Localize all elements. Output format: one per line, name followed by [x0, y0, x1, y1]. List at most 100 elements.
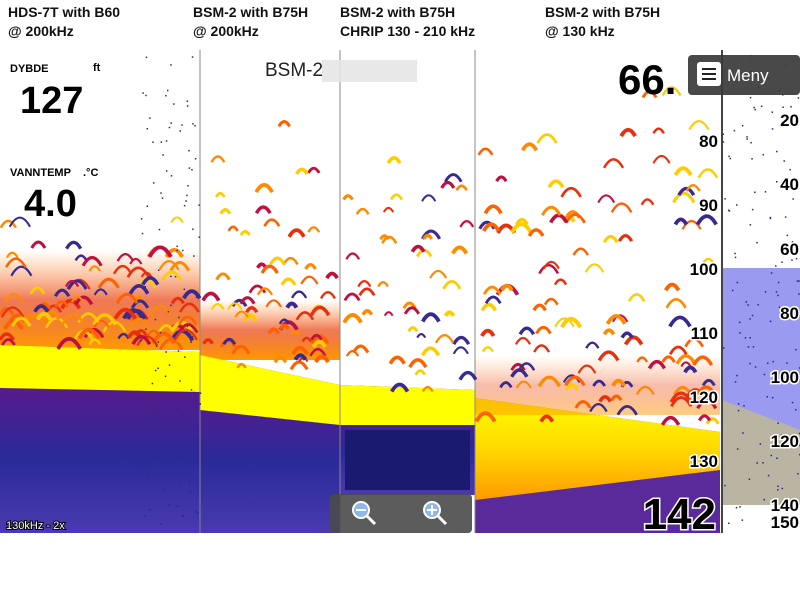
speckle — [154, 409, 157, 412]
speckle — [798, 280, 800, 282]
fish-arch — [278, 323, 291, 331]
fish-arch — [623, 335, 644, 346]
fish-arch — [304, 263, 317, 270]
panel-caption: @ 200kHz — [193, 23, 259, 39]
speckle — [148, 342, 151, 345]
speckle — [772, 360, 774, 363]
source-name: BSM-2 — [265, 60, 323, 81]
fish-arch — [535, 325, 552, 335]
speckle — [797, 97, 800, 99]
frequency-label: 130kHz - 2x — [6, 520, 65, 532]
zoom-out-button[interactable] — [352, 501, 377, 526]
fish-arches — [0, 55, 800, 525]
fish-arch — [560, 186, 582, 198]
fish-arch — [263, 218, 281, 227]
fish-arch — [355, 207, 370, 215]
fish-arch — [0, 338, 16, 346]
speckle — [179, 380, 181, 382]
fish-arch — [640, 198, 655, 206]
speckle — [154, 369, 157, 372]
speckle — [157, 367, 159, 370]
fish-arch — [345, 252, 361, 260]
panel-caption: @ 200kHz — [8, 23, 74, 39]
fish-arch — [93, 319, 110, 328]
scale-label: 120 — [690, 388, 718, 407]
fish-arch — [605, 314, 627, 325]
speckle — [191, 169, 193, 171]
speckle — [798, 367, 800, 369]
speckle — [146, 127, 149, 130]
fish-arch — [88, 265, 101, 272]
speckle — [181, 432, 184, 435]
speckle — [722, 347, 725, 349]
speckle — [739, 506, 741, 508]
depth-bottom: 142 — [643, 490, 716, 539]
speckle — [194, 157, 197, 160]
fish-arch — [584, 263, 605, 273]
fish-arch — [130, 299, 150, 309]
fish-arch — [65, 240, 83, 250]
speckle — [174, 276, 177, 278]
fish-arch — [443, 310, 456, 317]
fish-arch — [695, 214, 718, 226]
fish-arch — [652, 127, 665, 134]
speckle — [753, 106, 755, 109]
fish-arch — [701, 257, 715, 265]
fish-arch — [293, 353, 308, 361]
fish-arch — [314, 354, 330, 364]
fish-arch — [74, 295, 94, 306]
fish-arch — [269, 256, 286, 265]
speckle — [741, 124, 744, 127]
speckle — [152, 415, 154, 417]
speckle — [782, 106, 784, 108]
fish-arch — [482, 222, 501, 232]
fish-arch — [421, 346, 441, 357]
fish-arch — [533, 344, 551, 353]
fish-arch — [215, 272, 231, 281]
fish-arch — [35, 311, 53, 321]
menu-label[interactable]: Meny — [727, 66, 769, 85]
speckle — [157, 269, 160, 272]
fish-arch — [8, 216, 31, 228]
fish-arch — [610, 394, 623, 402]
speckle — [149, 440, 151, 442]
fish-arch — [647, 359, 666, 370]
speckle — [140, 471, 143, 473]
fish-arch — [389, 193, 403, 201]
scale-label: 130 — [690, 452, 718, 471]
fish-arch — [688, 120, 710, 131]
right-scale-label: 40 — [780, 175, 799, 194]
fish-arch — [480, 328, 496, 337]
speckle — [168, 126, 171, 129]
speckle — [161, 197, 164, 199]
speckle — [178, 458, 181, 460]
speckle — [160, 192, 162, 194]
fish-arch — [129, 317, 149, 328]
fish-arch — [683, 365, 698, 374]
fish-arch — [452, 335, 471, 346]
speckle — [191, 56, 194, 58]
speckle — [748, 478, 751, 481]
speckle — [141, 397, 143, 399]
fish-arch — [477, 147, 494, 156]
speckle — [764, 191, 767, 193]
fish-arch — [227, 225, 239, 232]
fish-arch — [201, 291, 221, 302]
speckle — [142, 301, 145, 303]
speckle — [186, 438, 188, 440]
speckle — [188, 149, 190, 152]
fish-arch — [113, 307, 138, 320]
speckle — [734, 256, 737, 259]
speckle — [747, 346, 750, 348]
speckle — [172, 407, 174, 409]
speckle — [751, 158, 753, 160]
fish-arch — [652, 154, 671, 164]
speckle — [170, 64, 172, 66]
speckle — [166, 89, 169, 92]
fish-arch — [541, 205, 562, 216]
speckle — [777, 485, 779, 487]
speckle — [770, 272, 773, 274]
zoom-in-button[interactable] — [423, 501, 448, 526]
speckle — [798, 293, 800, 295]
